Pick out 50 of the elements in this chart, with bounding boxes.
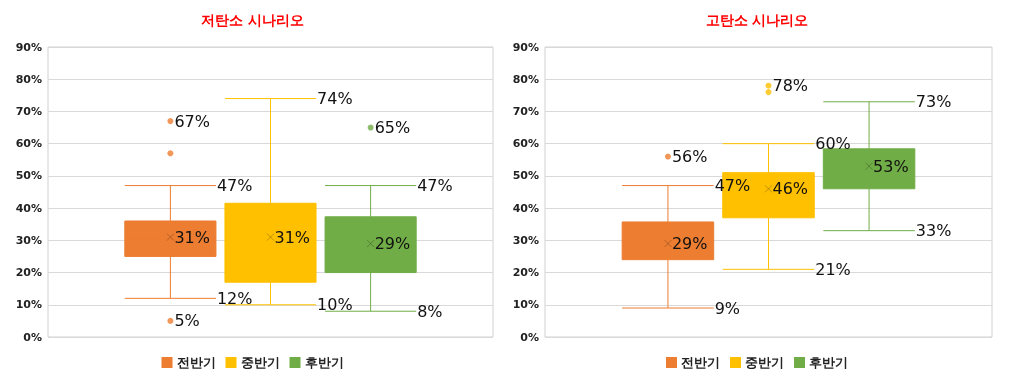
annotation: 10% <box>317 295 353 315</box>
annotation: 29% <box>671 234 708 254</box>
y-tick-label: 40% <box>512 201 539 215</box>
legend-label: 후반기 <box>809 355 848 370</box>
annotation: 5% <box>174 311 200 331</box>
y-tick-label: 0% <box>520 330 539 344</box>
y-tick-label: 50% <box>512 169 539 183</box>
annotation: 47% <box>417 176 453 196</box>
annotation: 9% <box>714 298 741 318</box>
annotation: 65% <box>374 118 411 138</box>
y-tick-label: 60% <box>15 137 42 151</box>
y-tick-label: 40% <box>15 201 42 215</box>
y-tick-label: 80% <box>15 72 42 86</box>
y-tick-label: 70% <box>512 104 539 118</box>
annotation: 29% <box>374 234 411 254</box>
annotation: 73% <box>915 92 952 112</box>
y-tick-label: 50% <box>15 169 42 183</box>
y-tick-label: 20% <box>512 266 539 280</box>
y-tick-label: 10% <box>15 298 42 312</box>
y-tick-label: 20% <box>15 266 42 280</box>
y-tick-label: 70% <box>15 104 42 118</box>
legend-label: 중반기 <box>240 355 280 370</box>
y-tick-label: 80% <box>512 72 539 86</box>
annotation: 21% <box>815 259 851 279</box>
annotation: 47% <box>216 176 253 196</box>
annotation: 56% <box>671 147 708 167</box>
annotation: 31% <box>274 227 311 247</box>
annotation: 33% <box>915 221 952 241</box>
chart-title: 저탄소 시나리오 <box>201 12 304 28</box>
annotation: 53% <box>873 156 909 176</box>
y-tick-label: 0% <box>23 330 42 344</box>
legend-label: 중반기 <box>745 355 784 370</box>
annotation: 67% <box>174 111 210 131</box>
annotation: 60% <box>815 134 851 154</box>
annotation: 31% <box>174 227 210 247</box>
legend-label: 전반기 <box>681 355 720 370</box>
legend-label: 전반기 <box>176 355 216 370</box>
y-tick-label: 60% <box>512 137 539 151</box>
chart-title: 고탄소 시나리오 <box>705 12 809 28</box>
legend-label: 후반기 <box>304 355 344 370</box>
y-tick-label: 30% <box>15 233 42 247</box>
annotation: 74% <box>317 89 353 109</box>
y-tick-label: 90% <box>512 40 539 54</box>
annotation: 8% <box>417 301 443 321</box>
y-tick-label: 30% <box>512 233 539 247</box>
y-tick-label: 10% <box>512 298 539 312</box>
annotation: 12% <box>216 288 253 308</box>
annotation: 78% <box>772 76 809 96</box>
annotation: 46% <box>772 179 809 199</box>
y-tick-label: 90% <box>15 40 42 54</box>
